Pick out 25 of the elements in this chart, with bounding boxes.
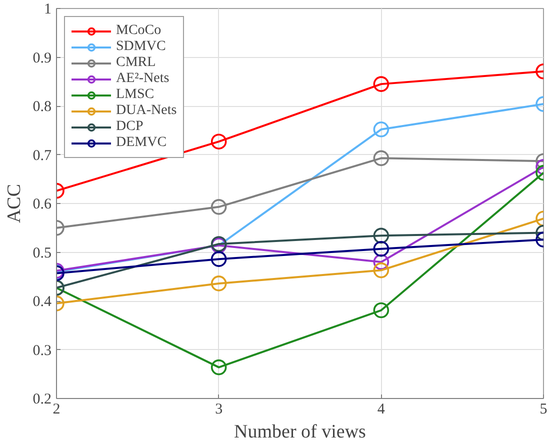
- y-tick-label: 0.4: [32, 294, 52, 310]
- y-tick-label: 0.5: [32, 245, 52, 262]
- y-tick-label: 0.6: [32, 196, 52, 212]
- y-tick-label: 0.7: [32, 148, 52, 164]
- y-tick-label: 1: [44, 2, 52, 18]
- x-tick-label: 4: [377, 402, 386, 418]
- legend-label: CMRL: [116, 55, 156, 71]
- legend-label: AE²-Nets: [116, 71, 170, 87]
- x-tick-label: 2: [52, 402, 60, 418]
- legend-label: DCP: [116, 119, 144, 135]
- legend-label: MCoCo: [116, 23, 162, 39]
- x-axis-title: Number of views: [234, 422, 366, 442]
- x-tick-label: 3: [215, 402, 223, 418]
- y-tick-label: 0.3: [32, 342, 52, 359]
- y-tick-label: 0.9: [32, 50, 52, 66]
- x-tick-label: 5: [540, 402, 548, 418]
- y-axis-title: ACC: [4, 184, 25, 224]
- legend-label: DUA-Nets: [116, 103, 177, 119]
- point: [373, 302, 390, 318]
- y-tick-label: 0.2: [32, 392, 52, 408]
- legend-label: LMSC: [116, 87, 154, 103]
- point: [210, 359, 227, 376]
- legend-label: DEMVC: [116, 135, 167, 151]
- legend-label: SDMVC: [116, 39, 166, 55]
- y-tick-label: 0.8: [32, 99, 52, 115]
